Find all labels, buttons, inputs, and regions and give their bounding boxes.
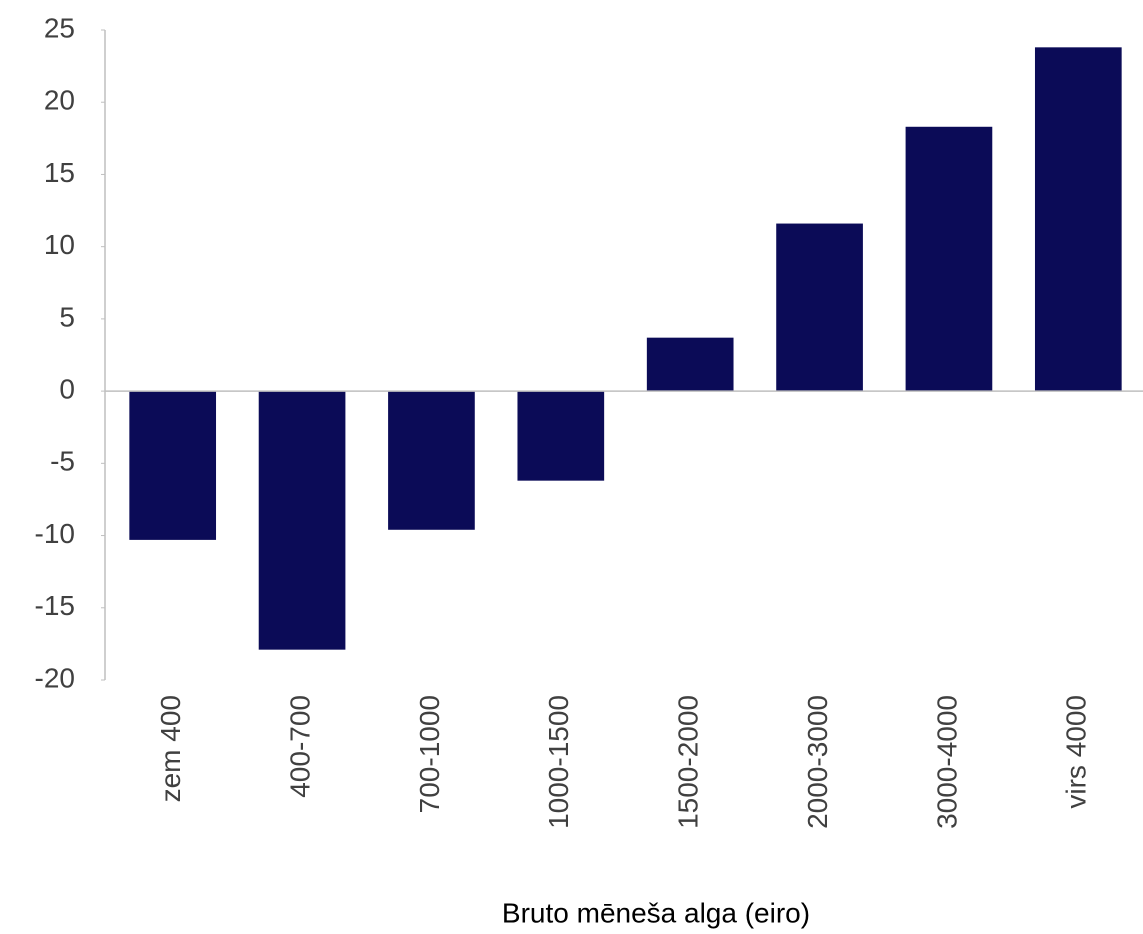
- y-tick-label: 15: [44, 157, 75, 188]
- x-tick-label: 3000-4000: [931, 695, 962, 829]
- bar: [517, 391, 605, 481]
- bar: [646, 337, 734, 392]
- x-tick-label: 400-700: [284, 695, 315, 798]
- bar: [388, 391, 475, 530]
- y-tick-label: 0: [59, 374, 75, 405]
- x-tick-label: 2000-3000: [802, 695, 833, 829]
- y-tick-label: 20: [44, 85, 75, 116]
- y-tick-label: 25: [44, 12, 75, 43]
- y-tick-label: 10: [44, 229, 75, 260]
- y-tick-label: -15: [35, 590, 75, 621]
- y-tick-label: -10: [35, 518, 75, 549]
- x-tick-label: 1000-1500: [543, 695, 574, 829]
- x-axis-title: Bruto mēneša alga (eiro): [502, 897, 810, 928]
- x-tick-label: virs 4000: [1061, 695, 1092, 809]
- bar: [258, 391, 346, 650]
- x-tick-label: 700-1000: [414, 695, 445, 813]
- y-tick-label: -20: [35, 662, 75, 693]
- x-tick-label: zem 400: [155, 695, 186, 802]
- y-tick-label: 5: [59, 301, 75, 332]
- x-tick-label: 1500-2000: [673, 695, 704, 829]
- bar: [1034, 47, 1122, 392]
- y-tick-label: -5: [50, 446, 75, 477]
- bar: [776, 223, 863, 392]
- bar: [905, 126, 993, 392]
- bar: [129, 391, 217, 540]
